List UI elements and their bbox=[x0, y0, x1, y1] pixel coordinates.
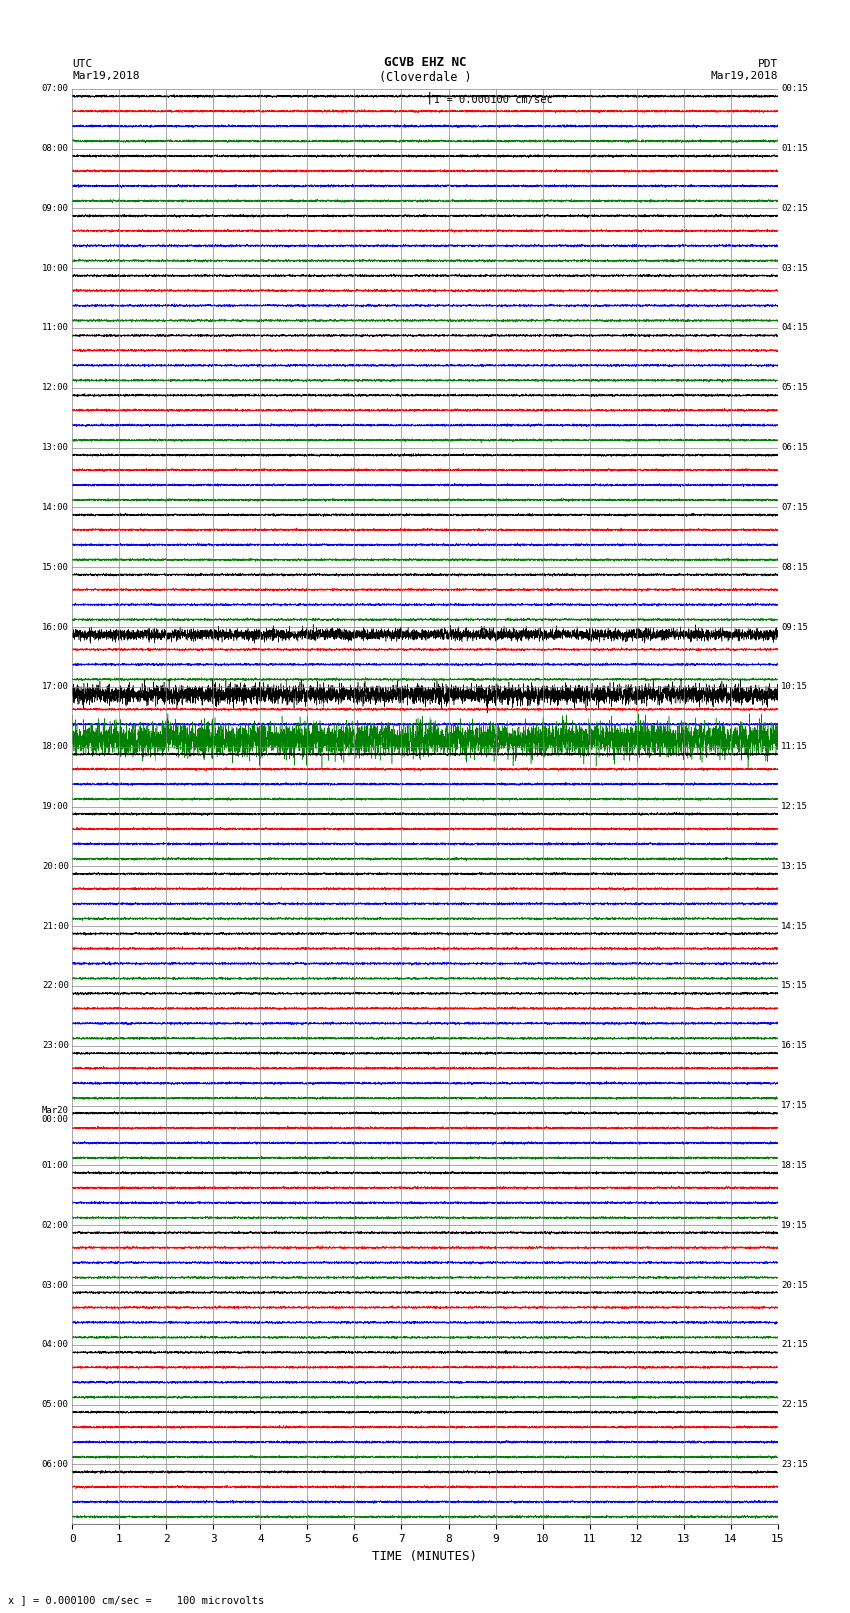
Text: 09:15: 09:15 bbox=[781, 623, 808, 632]
Text: 01:00: 01:00 bbox=[42, 1161, 69, 1169]
Text: 07:15: 07:15 bbox=[781, 503, 808, 511]
X-axis label: TIME (MINUTES): TIME (MINUTES) bbox=[372, 1550, 478, 1563]
Text: 01:15: 01:15 bbox=[781, 144, 808, 153]
Text: 00:15: 00:15 bbox=[781, 84, 808, 94]
Text: 18:00: 18:00 bbox=[42, 742, 69, 752]
Text: 10:15: 10:15 bbox=[781, 682, 808, 692]
Text: 19:15: 19:15 bbox=[781, 1221, 808, 1229]
Text: GCVB EHZ NC: GCVB EHZ NC bbox=[383, 56, 467, 69]
Text: 03:15: 03:15 bbox=[781, 263, 808, 273]
Text: 22:15: 22:15 bbox=[781, 1400, 808, 1410]
Text: 11:15: 11:15 bbox=[781, 742, 808, 752]
Text: 05:15: 05:15 bbox=[781, 384, 808, 392]
Text: 15:15: 15:15 bbox=[781, 981, 808, 990]
Text: 17:00: 17:00 bbox=[42, 682, 69, 692]
Text: 19:00: 19:00 bbox=[42, 802, 69, 811]
Text: |: | bbox=[426, 92, 433, 105]
Text: 23:15: 23:15 bbox=[781, 1460, 808, 1469]
Text: 16:15: 16:15 bbox=[781, 1042, 808, 1050]
Text: 13:00: 13:00 bbox=[42, 444, 69, 452]
Text: 03:00: 03:00 bbox=[42, 1281, 69, 1289]
Text: 21:15: 21:15 bbox=[781, 1340, 808, 1350]
Text: 17:15: 17:15 bbox=[781, 1102, 808, 1110]
Text: 20:00: 20:00 bbox=[42, 861, 69, 871]
Text: 05:00: 05:00 bbox=[42, 1400, 69, 1410]
Text: 06:00: 06:00 bbox=[42, 1460, 69, 1469]
Text: 14:00: 14:00 bbox=[42, 503, 69, 511]
Text: 10:00: 10:00 bbox=[42, 263, 69, 273]
Text: 04:00: 04:00 bbox=[42, 1340, 69, 1350]
Text: 12:00: 12:00 bbox=[42, 384, 69, 392]
Text: 08:15: 08:15 bbox=[781, 563, 808, 571]
Text: 08:00: 08:00 bbox=[42, 144, 69, 153]
Text: Mar20: Mar20 bbox=[42, 1105, 69, 1115]
Text: 21:00: 21:00 bbox=[42, 921, 69, 931]
Text: I = 0.000100 cm/sec: I = 0.000100 cm/sec bbox=[434, 95, 552, 105]
Text: 23:00: 23:00 bbox=[42, 1042, 69, 1050]
Text: 12:15: 12:15 bbox=[781, 802, 808, 811]
Text: (Cloverdale ): (Cloverdale ) bbox=[379, 71, 471, 84]
Text: 07:00: 07:00 bbox=[42, 84, 69, 94]
Text: 20:15: 20:15 bbox=[781, 1281, 808, 1289]
Text: 00:00: 00:00 bbox=[42, 1115, 69, 1124]
Text: 09:00: 09:00 bbox=[42, 203, 69, 213]
Text: 13:15: 13:15 bbox=[781, 861, 808, 871]
Text: 02:00: 02:00 bbox=[42, 1221, 69, 1229]
Text: Mar19,2018: Mar19,2018 bbox=[711, 71, 778, 81]
Text: 02:15: 02:15 bbox=[781, 203, 808, 213]
Text: 14:15: 14:15 bbox=[781, 921, 808, 931]
Text: Mar19,2018: Mar19,2018 bbox=[72, 71, 139, 81]
Text: 06:15: 06:15 bbox=[781, 444, 808, 452]
Text: UTC: UTC bbox=[72, 60, 93, 69]
Text: 15:00: 15:00 bbox=[42, 563, 69, 571]
Text: 22:00: 22:00 bbox=[42, 981, 69, 990]
Text: 11:00: 11:00 bbox=[42, 324, 69, 332]
Text: 04:15: 04:15 bbox=[781, 324, 808, 332]
Text: x ] = 0.000100 cm/sec =    100 microvolts: x ] = 0.000100 cm/sec = 100 microvolts bbox=[8, 1595, 264, 1605]
Text: 18:15: 18:15 bbox=[781, 1161, 808, 1169]
Text: PDT: PDT bbox=[757, 60, 778, 69]
Text: 16:00: 16:00 bbox=[42, 623, 69, 632]
